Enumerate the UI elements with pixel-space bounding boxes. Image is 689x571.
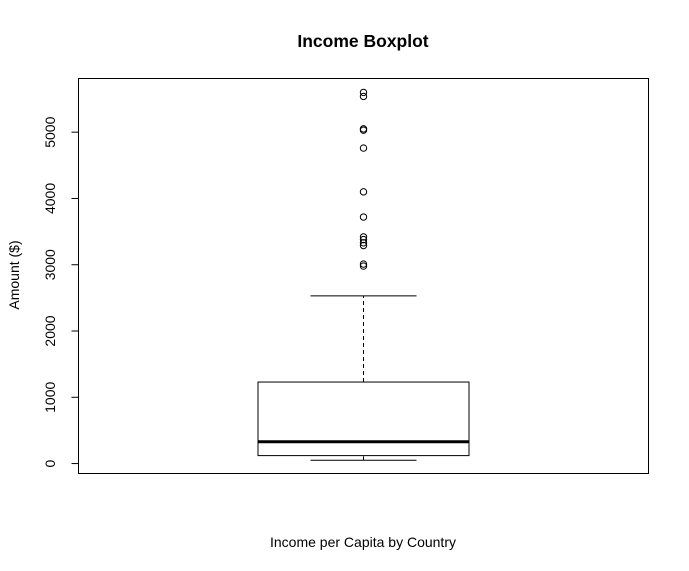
- outlier-group: [359, 88, 368, 270]
- y-axis-label: Amount ($): [6, 240, 22, 309]
- outlier-point-0: [359, 262, 368, 270]
- box-group: [257, 295, 470, 461]
- y-tick-label-1000: 1000: [42, 382, 58, 413]
- y-tick-label-0: 0: [42, 459, 58, 467]
- x-axis-label: Income per Capita by Country: [270, 534, 456, 550]
- outlier-point-10: [359, 125, 368, 133]
- y-tick-label-4000: 4000: [42, 183, 58, 214]
- y-tick-label-5000: 5000: [42, 116, 58, 147]
- outlier-point-12: [359, 88, 368, 97]
- outlier-point-11: [359, 92, 368, 101]
- outlier-point-7: [359, 188, 368, 196]
- outlier-point-8: [359, 144, 368, 152]
- outlier-point-4: [359, 235, 368, 244]
- outlier-point-1: [359, 260, 368, 268]
- iqr-box: [257, 381, 470, 457]
- y-tick-label-2000: 2000: [42, 315, 58, 346]
- outlier-point-5: [359, 233, 368, 241]
- chart-title: Income Boxplot: [297, 31, 428, 51]
- y-axis: 0 1000 2000 3000 4000 5000: [42, 116, 79, 467]
- y-tick-label-3000: 3000: [42, 249, 58, 280]
- outlier-point-6: [359, 213, 368, 221]
